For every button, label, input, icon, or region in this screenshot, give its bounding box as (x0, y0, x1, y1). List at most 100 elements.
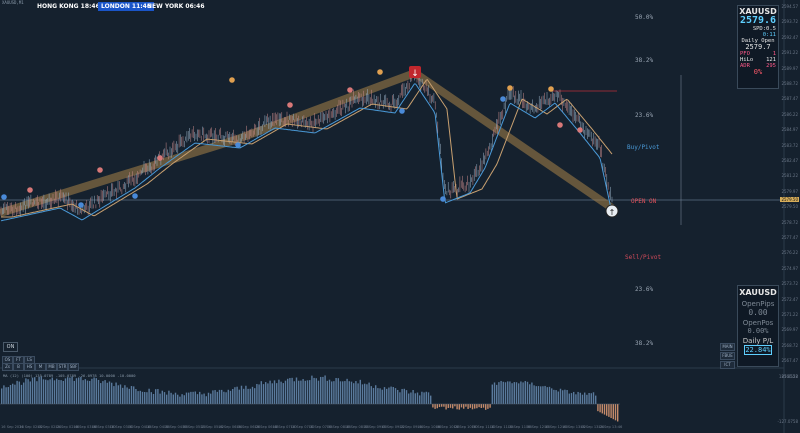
info-pct: 0% (753, 68, 763, 76)
histogram-bar (216, 391, 218, 404)
histogram-bar (177, 394, 179, 404)
swing-point-marker (132, 193, 138, 199)
histogram-bar (430, 395, 432, 404)
histogram-bar (614, 404, 617, 421)
toolbar-button-b[interactable]: B (13, 363, 24, 371)
price-axis-tick: 2576.22 (781, 250, 798, 256)
swing-point-marker (577, 127, 583, 133)
info-panel: XAUUSD 2579.6 SPD:0.5 0:11 Daily Open 25… (737, 5, 779, 89)
histogram-bar (522, 382, 524, 404)
histogram-bar (38, 376, 40, 404)
histogram-bar (460, 404, 463, 408)
main-button[interactable]: MAIN (720, 343, 735, 351)
histogram-bar (366, 384, 368, 404)
time-axis-tick: 16 Sep 11:34 (489, 425, 514, 429)
swing-point-marker (27, 187, 33, 193)
histogram-bar (157, 389, 159, 404)
histogram-bar (304, 380, 306, 404)
histogram-bar (372, 387, 375, 404)
histogram-bar (278, 379, 280, 404)
info-pfo-row: PFO 1 (740, 51, 776, 57)
toolbar-button-sbf[interactable]: SBF (68, 363, 79, 371)
histogram-bar (496, 384, 498, 404)
histogram-bar (500, 380, 502, 404)
time-axis-tick: 16 Sep 10:50 (453, 425, 478, 429)
histogram-bar (326, 380, 328, 404)
histogram-bar (520, 381, 522, 404)
price-axis-tick: 2568.72 (781, 342, 798, 348)
toolbar-button-str[interactable]: STR (57, 363, 68, 371)
price-axis-tick: 2592.47 (781, 34, 798, 40)
histogram-bar (570, 393, 573, 404)
histogram-bar (381, 389, 383, 404)
signal-top-icon (409, 66, 421, 78)
toolbar-button-m[interactable]: M (35, 363, 46, 371)
histogram-bar (172, 394, 174, 404)
time-axis-tick: 16 Sep 09:22 (381, 425, 406, 429)
price-axis-tick: 2582.47 (781, 158, 798, 163)
histogram-bar (608, 404, 610, 417)
toolbar-button-hs[interactable]: HS (24, 363, 35, 371)
time-axis-tick: 16 Sep 13:46 (598, 425, 623, 429)
price-axis-tick: 2583.72 (781, 142, 798, 148)
histogram-bar (210, 393, 212, 404)
histogram-bar (584, 392, 586, 404)
histogram-bar (562, 390, 564, 404)
histogram-bar (64, 378, 67, 404)
swing-point-marker (347, 87, 353, 93)
ict-button[interactable]: ICT (720, 361, 735, 369)
histogram-bar (306, 380, 309, 404)
swing-point-marker (78, 202, 84, 208)
time-axis-tick: 16 Sep 04:14 (127, 425, 152, 429)
histogram-bar (113, 386, 115, 404)
histogram-bar (236, 386, 238, 404)
time-axis-tick: 16 Sep 11:12 (471, 425, 496, 429)
histogram-bar (410, 392, 412, 404)
histogram-bar (504, 382, 507, 404)
histogram-bar (49, 379, 51, 404)
histogram-bar (225, 392, 227, 404)
price-axis-tick: 2588.72 (781, 81, 798, 86)
histogram-bar (20, 384, 23, 404)
histogram-bar (612, 404, 614, 420)
info-daily-open-label: Daily Open (741, 38, 775, 44)
histogram-bar (342, 381, 344, 404)
histogram-bar (124, 385, 126, 404)
histogram-bar (421, 391, 423, 404)
price-axis-tick: 2581.22 (781, 173, 798, 179)
histogram-bar (491, 384, 493, 404)
histogram-bar (419, 395, 421, 404)
time-axis-tick: 16 Sep 06:04 (218, 425, 243, 429)
histogram-bar (586, 394, 588, 404)
histogram-bar (47, 380, 49, 404)
histogram-bar (128, 388, 130, 404)
histogram-bar (97, 379, 100, 404)
histogram-bar (188, 392, 190, 404)
time-axis-tick: 16 Sep 12:40 (544, 425, 568, 429)
on-button[interactable]: ON (3, 342, 18, 352)
histogram-bar (379, 388, 381, 404)
price-axis-tick: 2579.97 (781, 188, 798, 194)
toolbar-button-zs[interactable]: Zs (2, 363, 13, 371)
histogram-bar (487, 404, 489, 409)
price-axis-tick: 2593.72 (781, 19, 798, 25)
time-axis-tick: 16 Sep 04:36 (145, 425, 170, 429)
time-axis-tick: 16 Sep 03:30 (91, 425, 116, 429)
histogram-bar (234, 387, 236, 404)
histogram-bar (531, 382, 533, 404)
histogram-bar (493, 382, 496, 404)
toolbar-button-mb[interactable]: MB (46, 363, 57, 371)
histogram-bar (23, 382, 25, 404)
histogram-bar (179, 396, 181, 404)
histogram-bar (91, 378, 93, 404)
histogram-bar (78, 377, 80, 404)
histogram-bar (564, 389, 566, 404)
info-adr-row: ADR 295 (740, 63, 776, 69)
histogram-bar (95, 378, 97, 404)
price-axis-tick: 2574.97 (781, 265, 798, 271)
fbue-button[interactable]: FBUE (720, 352, 735, 360)
histogram-bar (269, 380, 271, 404)
histogram-bar (161, 390, 163, 404)
histogram-bar (375, 385, 377, 404)
